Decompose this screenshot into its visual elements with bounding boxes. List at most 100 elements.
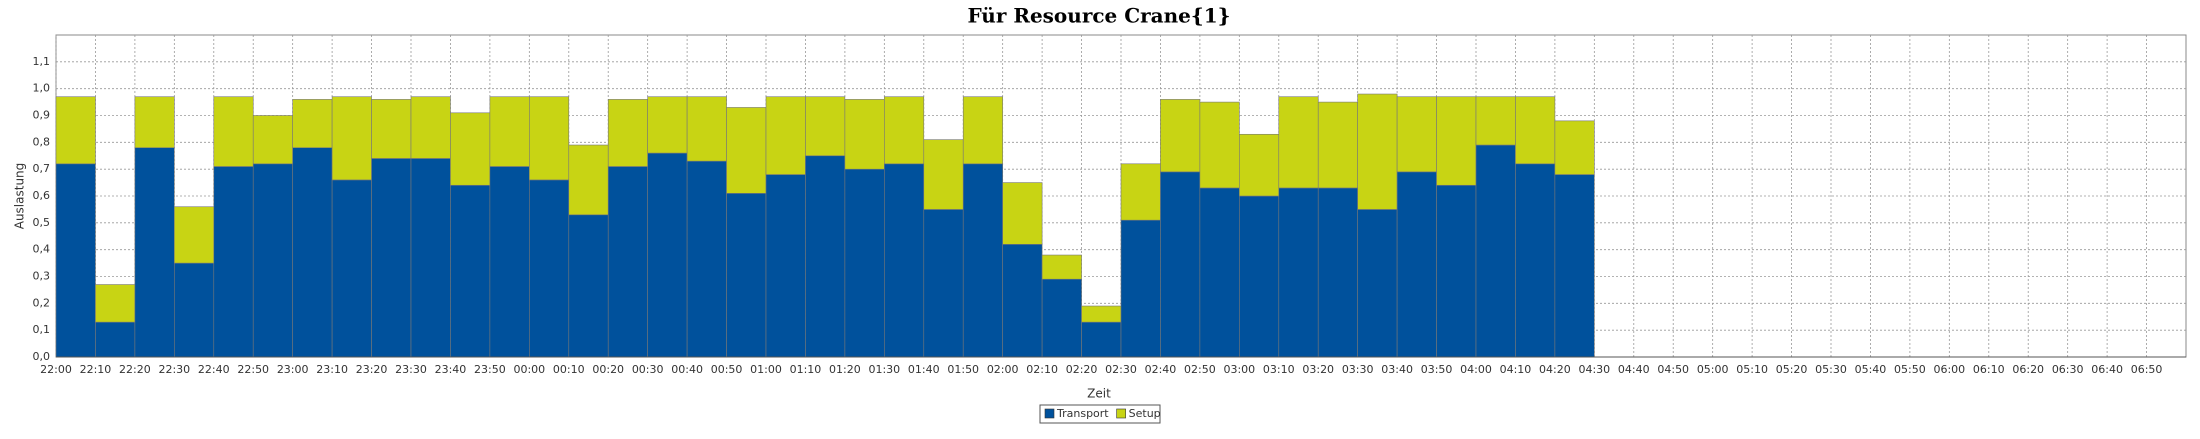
x-tick-label: 01:10 <box>790 363 822 376</box>
bar-segment <box>371 99 412 159</box>
x-tick-label: 05:40 <box>1855 363 1887 376</box>
bar-segment <box>1554 174 1595 358</box>
bar-segment <box>1278 187 1319 358</box>
bar-segment <box>1475 96 1516 146</box>
bar-segment <box>805 155 846 358</box>
x-tick-label: 03:40 <box>1381 363 1413 376</box>
y-tick-label: 0,0 <box>33 350 51 363</box>
legend-swatch <box>1116 408 1126 419</box>
bar-segment <box>450 112 491 186</box>
y-tick-label: 0,1 <box>33 323 51 336</box>
x-tick-label: 00:50 <box>711 363 743 376</box>
bar-segment <box>805 96 846 157</box>
bar-segment <box>1475 144 1516 358</box>
x-tick-label: 02:50 <box>1184 363 1216 376</box>
y-axis-label: Auslastung <box>13 163 27 230</box>
bar-segment <box>923 209 964 358</box>
bar-segment <box>647 152 688 358</box>
bar-segment <box>844 168 885 358</box>
x-tick-label: 03:10 <box>1263 363 1295 376</box>
bar-segment <box>1120 163 1161 221</box>
bar-segment <box>213 166 254 358</box>
x-tick-label: 05:10 <box>1736 363 1768 376</box>
bar-segment <box>568 144 609 216</box>
bar-segment <box>1239 195 1280 358</box>
x-tick-label: 03:20 <box>1302 363 1334 376</box>
x-tick-label: 02:20 <box>1066 363 1098 376</box>
y-tick-label: 0,6 <box>33 189 51 202</box>
bar-segment <box>1081 305 1122 323</box>
x-tick-label: 05:30 <box>1815 363 1847 376</box>
x-tick-label: 22:10 <box>80 363 112 376</box>
bar-segment <box>1041 254 1082 280</box>
x-tick-label: 05:50 <box>1894 363 1926 376</box>
x-tick-label: 04:00 <box>1460 363 1492 376</box>
bar-segment <box>1199 101 1240 189</box>
y-tick-label: 0,7 <box>33 162 51 175</box>
bar-segment <box>55 163 96 358</box>
x-tick-label: 04:20 <box>1539 363 1571 376</box>
x-axis-label: Zeit <box>1087 387 1111 401</box>
x-tick-label: 00:40 <box>671 363 703 376</box>
bar-segment <box>134 147 175 358</box>
x-tick-label: 04:40 <box>1618 363 1650 376</box>
x-tick-label: 02:40 <box>1145 363 1177 376</box>
x-tick-label: 06:10 <box>1973 363 2005 376</box>
bar-segment <box>568 214 609 358</box>
x-tick-label: 03:30 <box>1342 363 1374 376</box>
bar-segment <box>134 96 175 149</box>
bar-segment <box>1436 96 1477 186</box>
bar-segment <box>1160 99 1201 173</box>
x-tick-label: 22:40 <box>198 363 230 376</box>
bar-segment <box>252 163 293 358</box>
x-tick-label: 06:30 <box>2052 363 2084 376</box>
bar-segment <box>1199 187 1240 358</box>
bar-segment <box>292 99 333 149</box>
bar-segment <box>1002 244 1043 358</box>
x-tick-label: 02:30 <box>1105 363 1137 376</box>
legend-label: Setup <box>1129 407 1161 420</box>
bar-segment <box>607 99 648 167</box>
x-tick-label: 04:50 <box>1657 363 1689 376</box>
bar-segment <box>1317 101 1358 189</box>
bar-segment <box>962 163 1003 358</box>
y-tick-label: 0,5 <box>33 216 51 229</box>
bar-segment <box>55 96 96 165</box>
bar-segment <box>1002 182 1043 245</box>
bar-segment <box>1160 171 1201 358</box>
x-tick-label: 04:10 <box>1500 363 1532 376</box>
bar-segment <box>1357 209 1398 358</box>
bar-segment <box>331 96 372 181</box>
bar-segment <box>1081 321 1122 358</box>
x-tick-label: 05:00 <box>1697 363 1729 376</box>
bar-segment <box>1515 96 1556 165</box>
bar-segment <box>686 160 727 358</box>
bar-segment <box>1239 133 1280 197</box>
x-tick-label: 04:30 <box>1578 363 1610 376</box>
bar-segment <box>765 96 806 175</box>
bar-segment <box>1278 96 1319 189</box>
x-tick-label: 06:40 <box>2091 363 2123 376</box>
bar-segment <box>410 96 451 159</box>
x-tick-label: 03:00 <box>1223 363 1255 376</box>
bar-segment <box>1554 120 1595 175</box>
y-tick-label: 0,9 <box>33 109 51 122</box>
x-tick-label: 00:00 <box>513 363 545 376</box>
x-tick-label: 00:30 <box>632 363 664 376</box>
y-tick-label: 0,2 <box>33 296 51 309</box>
x-tick-label: 23:30 <box>395 363 427 376</box>
x-tick-label: 23:50 <box>474 363 506 376</box>
x-tick-label: 01:20 <box>829 363 861 376</box>
bar-segment <box>1396 171 1437 358</box>
x-tick-label: 06:00 <box>1933 363 1965 376</box>
bar-segment <box>95 321 136 358</box>
x-tick-label: 06:50 <box>2131 363 2163 376</box>
y-tick-label: 0,4 <box>33 243 51 256</box>
bar-segment <box>174 206 215 264</box>
x-tick-label: 02:00 <box>987 363 1019 376</box>
bar-segment <box>371 158 412 358</box>
x-tick-label: 02:10 <box>1026 363 1058 376</box>
bar-segment <box>410 158 451 358</box>
bar-segment <box>292 147 333 358</box>
